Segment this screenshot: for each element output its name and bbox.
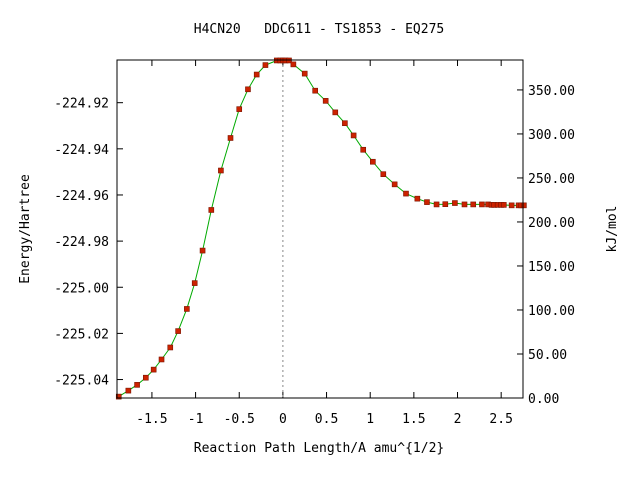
x-tick-label: -1 [188, 412, 204, 427]
data-point [158, 356, 165, 363]
data-point [403, 190, 409, 197]
data-point [191, 280, 198, 286]
y-tick-label: -224.94 [54, 143, 109, 158]
data-point [227, 135, 234, 141]
data-point [414, 195, 421, 202]
data-point [479, 201, 485, 208]
y2-tick-label: 150.00 [528, 260, 575, 275]
data-point [424, 199, 430, 205]
y2-axis-label: kJ/mol [605, 206, 620, 253]
x-tick-label: 1 [366, 412, 374, 427]
x-tick-label: -0.5 [224, 412, 255, 427]
x-tick-label: 1.5 [402, 412, 425, 427]
data-point [143, 374, 149, 381]
data-point [175, 328, 181, 334]
plot-frame [116, 59, 524, 399]
data-markers [115, 57, 527, 400]
data-point [452, 200, 458, 206]
y2-tick-label: 0.00 [528, 392, 559, 407]
y-tick-label: -225.04 [54, 374, 109, 389]
data-point [521, 202, 527, 209]
data-point [332, 109, 339, 116]
data-point [245, 86, 251, 93]
data-point [461, 201, 468, 208]
data-point [262, 62, 269, 68]
data-point [236, 106, 243, 112]
x-tick-label: 2 [454, 412, 462, 427]
data-point [150, 366, 157, 373]
data-point [508, 202, 515, 209]
y-tick-label: -224.92 [54, 97, 109, 112]
data-point [322, 98, 329, 104]
data-point [360, 146, 367, 153]
data-point [350, 132, 357, 139]
data-point [342, 120, 348, 127]
data-point [312, 87, 318, 94]
data-point [391, 181, 398, 188]
series-line [118, 60, 524, 398]
data-point [290, 61, 297, 68]
y2-tick-label: 100.00 [528, 304, 575, 319]
data-point [167, 344, 174, 351]
data-point [433, 201, 440, 208]
data-point [500, 202, 507, 208]
data-point [253, 71, 260, 78]
data-point [208, 207, 215, 213]
data-point [301, 70, 308, 77]
x-tick-label: -1.5 [136, 412, 167, 427]
y-tick-label: -225.02 [54, 327, 109, 342]
data-curve-group [118, 60, 524, 398]
data-point [370, 158, 376, 165]
y-tick-label: -225.00 [54, 281, 109, 296]
data-point [442, 201, 449, 207]
data-point [380, 171, 387, 178]
y-tick-label: -224.98 [54, 235, 109, 250]
y2-tick-label: 200.00 [528, 216, 575, 231]
x-tick-label: 0.5 [315, 412, 338, 427]
y-tick-label: -224.96 [54, 189, 109, 204]
y2-tick-label: 300.00 [528, 128, 575, 143]
data-point [125, 387, 132, 394]
x-tick-label: 0 [279, 412, 287, 427]
y2-tick-label: 250.00 [528, 172, 575, 187]
y2-tick-label: 350.00 [528, 84, 575, 99]
axis-ticks: -1.5 -1 -0.5 0 0.5 1 1.5 2 2.5 -224.92 -224.94 -224… [54, 60, 575, 427]
chart-title: H4CN20 DDC611 - TS1853 - EQ275 [194, 22, 444, 37]
data-point [199, 247, 206, 254]
data-point [115, 393, 122, 400]
data-point [134, 382, 140, 388]
x-axis-label: Reaction Path Length/A amu^{1/2} [194, 441, 444, 456]
x-tick-label: 2.5 [489, 412, 512, 427]
data-point [218, 167, 224, 174]
y-axis-label: Energy/Hartree [18, 174, 33, 284]
data-point [470, 201, 477, 208]
y2-tick-label: 50.00 [528, 348, 567, 363]
data-point [184, 306, 190, 312]
